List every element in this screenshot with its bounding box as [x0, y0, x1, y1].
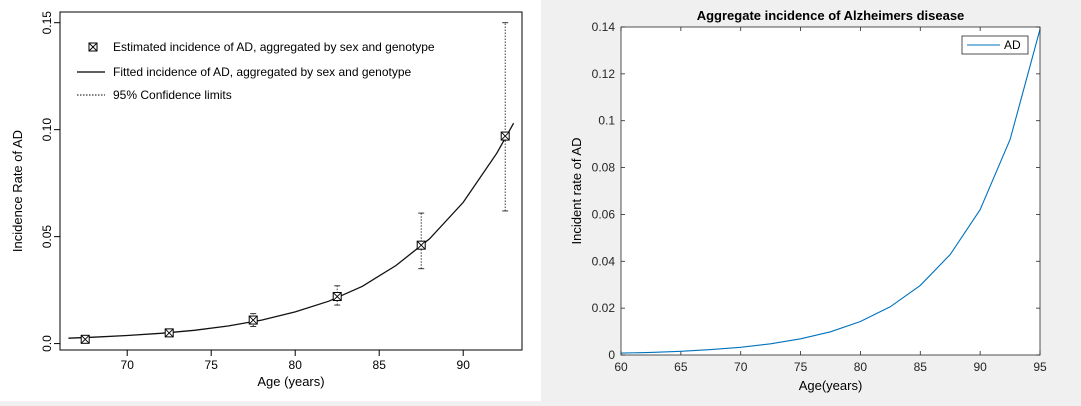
legend-entry-label: Estimated incidence of AD, aggregated by…: [113, 40, 435, 54]
right-x-tick-label: 65: [674, 360, 688, 374]
left-fitted-curve: [68, 122, 515, 339]
left-y-tick-label: 0.05: [40, 225, 54, 249]
right-y-tick-label: 0: [608, 348, 615, 362]
left-x-tick-label: 85: [373, 358, 387, 372]
right-y-tick-label: 0.12: [592, 67, 616, 81]
right-legend-label: AD: [1004, 38, 1021, 52]
right-x-tick-label: 75: [794, 360, 808, 374]
left-chart-panel: 70 75 80 85 90 0.0 0.05 0.10 0.15 Estimated inci…: [0, 0, 541, 401]
legend-marker: [88, 42, 98, 52]
marker-cross: [88, 42, 98, 52]
right-chart-panel: Aggregate incidence of Alzheimers diseas…: [553, 0, 1081, 401]
right-chart-title: Aggregate incidence of Alzheimers diseas…: [697, 8, 965, 23]
left-fitted-line: [68, 122, 515, 339]
right-x-tick-label: 90: [973, 360, 987, 374]
legend-entry-label: 95% Confidence limits: [113, 88, 232, 102]
marker-cross: [80, 334, 90, 344]
left-axis-ticks: 70 75 80 85 90 0.0 0.05 0.10 0.15: [40, 11, 470, 372]
right-x-tick-label: 70: [734, 360, 748, 374]
right-y-tick-label: 0.14: [592, 20, 616, 34]
right-chart: Aggregate incidence of Alzheimers diseas…: [569, 8, 1047, 393]
legend-entry-label: Fitted incidence of AD, aggregated by se…: [113, 65, 412, 79]
left-estimated-markers: [80, 131, 510, 344]
left-x-tick-label: 75: [205, 358, 219, 372]
right-y-tick-label: 0.04: [592, 254, 616, 268]
right-y-tick-label: 0.06: [592, 207, 616, 221]
left-legend: Estimated incidence of AD, aggregated by…: [77, 40, 435, 102]
marker-cross: [332, 292, 342, 301]
right-plot-frame: [620, 26, 1041, 356]
left-estimated-point: [500, 131, 510, 141]
right-y-tick-label: 0.1: [598, 114, 615, 128]
left-chart: 70 75 80 85 90 0.0 0.05 0.10 0.15 Estimated inci…: [10, 11, 523, 389]
left-estimated-point: [332, 292, 342, 302]
right-x-axis-label: Age(years): [799, 378, 863, 393]
left-estimated-point: [164, 328, 174, 338]
left-y-tick-label: 0.15: [40, 11, 54, 35]
right-plot-area: [621, 27, 1040, 355]
right-x-tick-label: 60: [614, 360, 628, 374]
left-estimated-point: [80, 334, 90, 344]
marker-cross: [164, 328, 174, 338]
left-x-tick-label: 80: [289, 358, 303, 372]
right-y-tick-label: 0.02: [592, 301, 616, 315]
left-estimated-point: [416, 240, 426, 250]
marker-cross: [416, 240, 426, 250]
right-y-tick-label: 0.08: [592, 161, 616, 175]
left-x-axis-label: Age (years): [257, 374, 324, 389]
marker-cross: [248, 315, 258, 325]
right-series-lines: [620, 29, 1041, 354]
left-y-axis-label: Incidence Rate of AD: [10, 130, 25, 252]
right-axis-ticks: 60 65 70 75 80 85 90 95 0 0.02 0.04 0.06 0.08 0.1 0.12…: [592, 20, 1047, 374]
left-plot-frame: [59, 11, 523, 351]
right-series-line-ad: [620, 29, 1041, 354]
left-y-tick-label: 0.10: [40, 118, 54, 142]
right-x-tick-label: 95: [1033, 360, 1047, 374]
right-x-tick-label: 80: [854, 360, 868, 374]
left-x-tick-label: 90: [457, 358, 471, 372]
marker-cross: [500, 131, 510, 141]
right-x-tick-label: 85: [914, 360, 928, 374]
right-legend: AD: [961, 35, 1029, 55]
left-y-tick-label: 0.0: [40, 335, 54, 352]
left-x-tick-label: 70: [121, 358, 135, 372]
left-estimated-point: [248, 315, 258, 325]
right-y-axis-label: Incident rate of AD: [569, 138, 584, 245]
